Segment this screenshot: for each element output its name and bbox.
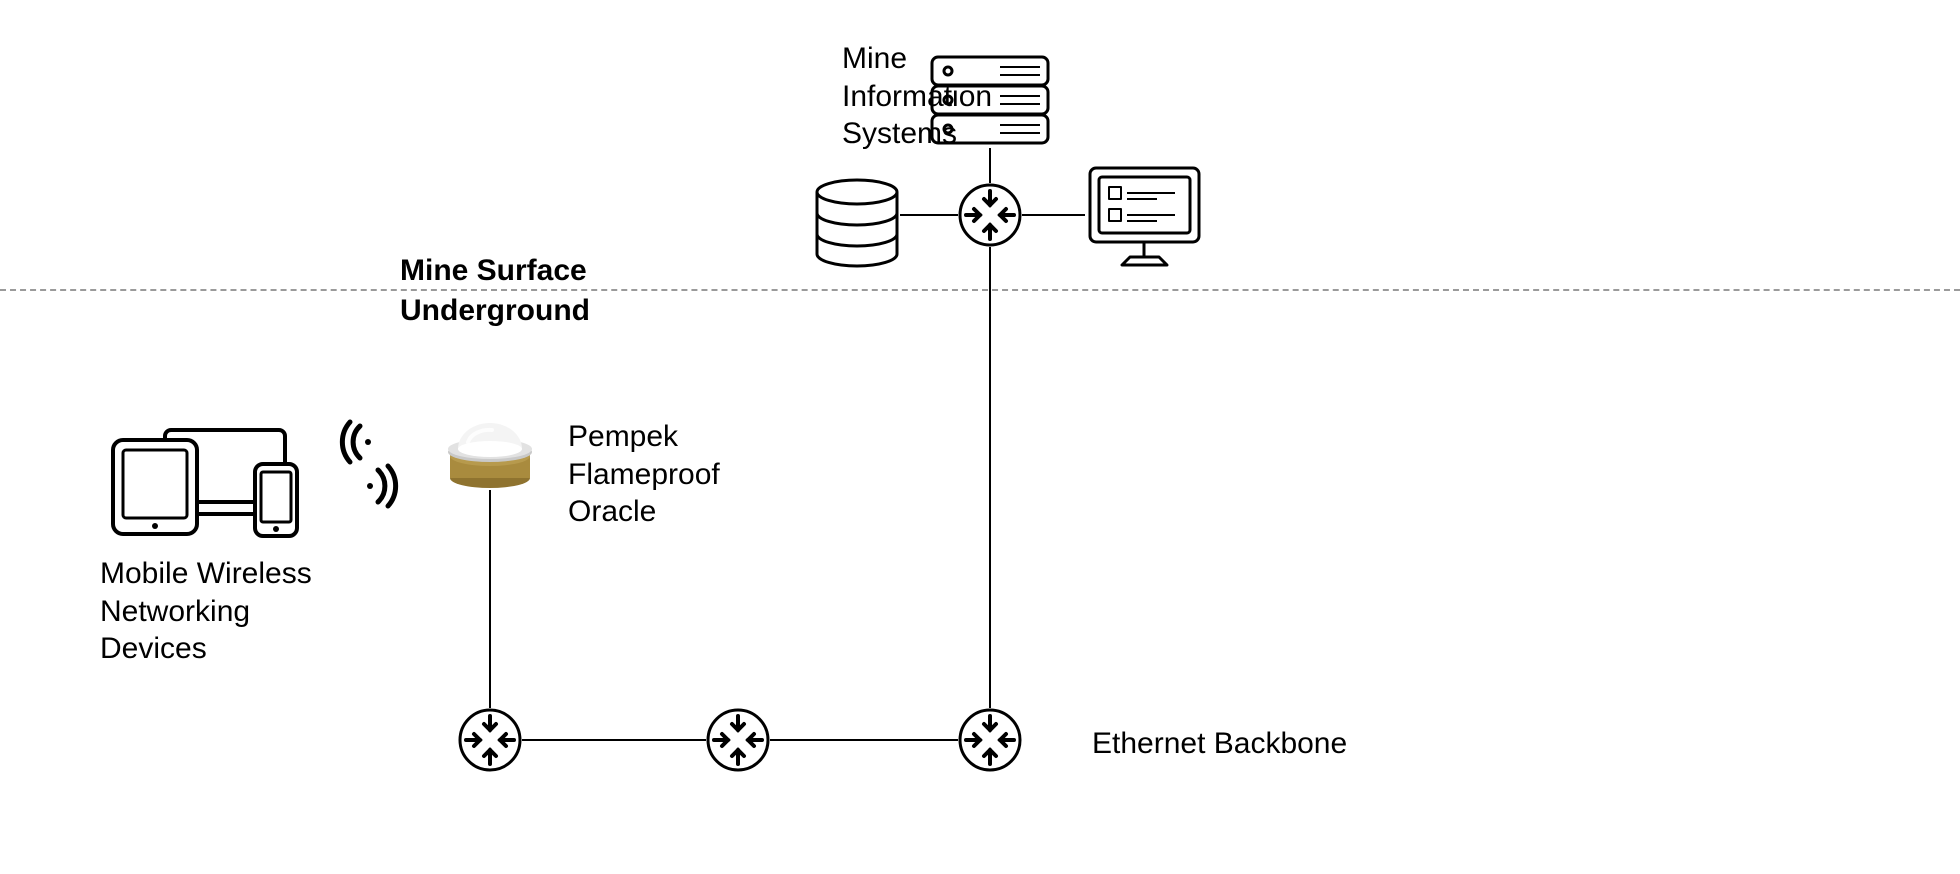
monitor-icon xyxy=(1087,165,1202,275)
mobile-devices-icon xyxy=(105,418,325,538)
wireless-signal-icon xyxy=(330,418,410,508)
oracle-device-icon xyxy=(444,416,536,490)
router-b2-icon xyxy=(706,708,770,772)
router-b1-icon xyxy=(458,708,522,772)
diagram-canvas: Mine Surface Underground Mine Informatio… xyxy=(0,0,1960,874)
server-rack-icon xyxy=(930,55,1050,145)
router-top-icon xyxy=(958,183,1022,247)
database-icon xyxy=(814,178,900,268)
router-b3-icon xyxy=(958,708,1022,772)
